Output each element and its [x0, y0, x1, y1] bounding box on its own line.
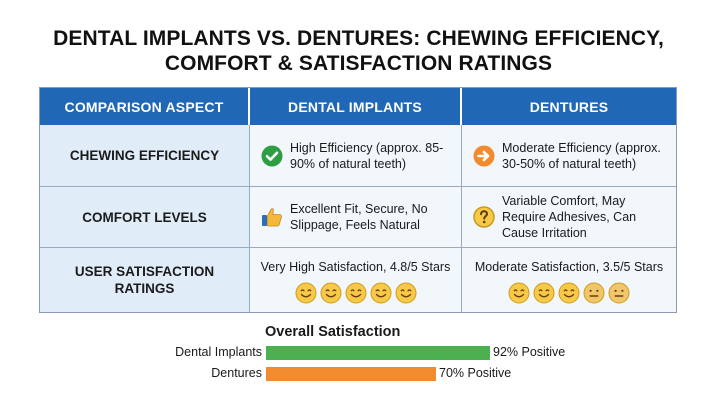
- implants-satisfaction-text: Very High Satisfaction, 4.8/5 Stars: [260, 260, 451, 274]
- implants-rating-faces: [295, 282, 417, 304]
- dentures-text: Moderate Efficiency (approx. 30-50% of n…: [502, 140, 661, 171]
- table-row: USER SATISFACTION RATINGS Very High Sati…: [40, 248, 676, 312]
- question-circle-icon: [472, 205, 496, 229]
- bar-value-dentures: 70% Positive: [439, 366, 512, 380]
- title-line-2: COMFORT & SATISFACTION RATINGS: [164, 52, 553, 75]
- smiley-face-icon: [395, 282, 417, 304]
- page-title: DENTAL IMPLANTS VS. DENTURES: CHEWING EF…: [0, 26, 717, 76]
- table-row: CHEWING EFFICIENCY High Efficiency (appr…: [40, 125, 676, 186]
- dentures-cell: Moderate Satisfaction, 3.5/5 Stars: [462, 248, 676, 312]
- smiley-face-icon: [508, 282, 530, 304]
- dentures-cell: Variable Comfort, May Require Adhesives,…: [462, 187, 676, 247]
- implants-text: High Efficiency (approx. 85-90% of natur…: [290, 140, 444, 171]
- smiley-face-icon: [295, 282, 317, 304]
- implants-cell: Very High Satisfaction, 4.8/5 Stars: [250, 248, 462, 312]
- bar-implants: [266, 346, 490, 360]
- dentures-rating-faces: [508, 282, 630, 304]
- implants-cell: High Efficiency (approx. 85-90% of natur…: [250, 125, 462, 186]
- smiley-face-icon: [533, 282, 555, 304]
- overall-satisfaction-title: Overall Satisfaction: [265, 324, 401, 340]
- title-line-1: DENTAL IMPLANTS VS. DENTURES: CHEWING EF…: [53, 27, 664, 50]
- bar-label-implants: Dental Implants: [175, 345, 262, 359]
- dentures-cell: Moderate Efficiency (approx. 30-50% of n…: [462, 125, 676, 186]
- aspect-cell: CHEWING EFFICIENCY: [40, 125, 250, 186]
- bar-dentures: [266, 367, 436, 381]
- column-header-dentures: DENTURES: [462, 88, 676, 125]
- column-header-aspect: COMPARISON ASPECT: [40, 88, 250, 125]
- neutral-face-icon: [608, 282, 630, 304]
- implants-text: Excellent Fit, Secure, No Slippage, Feel…: [290, 202, 428, 232]
- aspect-cell: COMFORT LEVELS: [40, 187, 250, 247]
- dentures-satisfaction-text: Moderate Satisfaction, 3.5/5 Stars: [474, 260, 664, 274]
- table-header-row: COMPARISON ASPECT DENTAL IMPLANTS DENTUR…: [40, 88, 676, 125]
- smiley-face-icon: [345, 282, 367, 304]
- smiley-face-icon: [558, 282, 580, 304]
- neutral-face-icon: [583, 282, 605, 304]
- thumbs-up-icon: [260, 205, 284, 229]
- dentures-text: Variable Comfort, May Require Adhesives,…: [502, 194, 637, 240]
- smiley-face-icon: [320, 282, 342, 304]
- bar-value-implants: 92% Positive: [493, 345, 566, 359]
- check-circle-icon: [260, 144, 284, 168]
- aspect-cell: USER SATISFACTION RATINGS: [40, 248, 250, 312]
- comparison-table: COMPARISON ASPECT DENTAL IMPLANTS DENTUR…: [39, 87, 677, 313]
- table-row: COMFORT LEVELS Excellent Fit, Secure, No…: [40, 186, 676, 248]
- arrow-right-circle-icon: [472, 144, 496, 168]
- implants-cell: Excellent Fit, Secure, No Slippage, Feel…: [250, 187, 462, 247]
- column-header-implants: DENTAL IMPLANTS: [250, 88, 462, 125]
- smiley-face-icon: [370, 282, 392, 304]
- bar-label-dentures: Dentures: [211, 366, 262, 380]
